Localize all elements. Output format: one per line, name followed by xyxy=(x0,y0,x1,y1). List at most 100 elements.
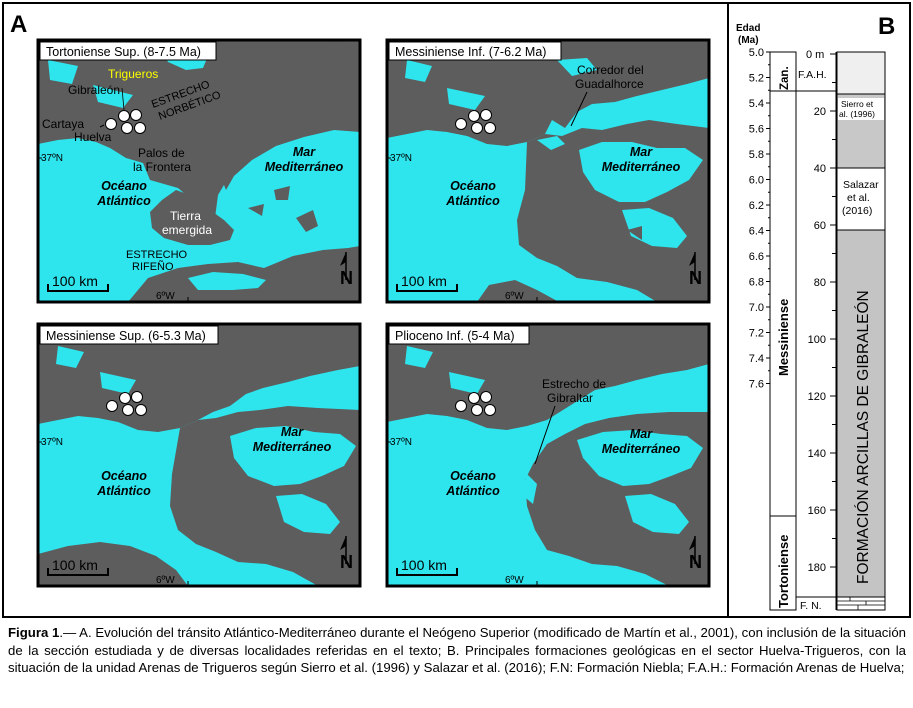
cartaya-label: Cartaya xyxy=(42,117,84,131)
age-tick-label: 6.2 xyxy=(749,200,764,212)
fn-label: F. N. xyxy=(800,600,822,612)
ocean-label-1: Océano xyxy=(450,179,496,193)
ocean-label-2: Atlántico xyxy=(445,484,500,498)
age-tick-label: 5.0 xyxy=(749,47,764,59)
sea-label-1: Mar xyxy=(293,145,316,159)
huelva-label: Huelva xyxy=(74,130,112,144)
north-label: N xyxy=(340,268,353,288)
ocean-label-2: Atlántico xyxy=(96,484,151,498)
map-messiniense-inf: Messiniense Inf. (7-6.2 Ma) Corredor del… xyxy=(385,38,711,304)
latitude-label: 37ºN xyxy=(41,437,63,448)
longitude-label: 6ºW xyxy=(156,291,175,302)
depth-tick-label: 140 xyxy=(808,448,826,460)
corredor-label-1: Corredor del xyxy=(577,63,644,77)
palos-label-2: la Frontera xyxy=(133,160,191,174)
age-tick-label: 6.8 xyxy=(749,277,764,289)
stage-tortoniense: Tortoniense xyxy=(776,535,791,608)
tierra-label-2: emergida xyxy=(162,223,212,237)
age-header-2: (Ma) xyxy=(738,35,759,46)
north-label: N xyxy=(340,552,353,572)
age-tick-label: 5.8 xyxy=(749,149,764,161)
map-tortoniense: Tortoniense Sup. (8-7.5 Ma) Trigueros Gi… xyxy=(36,38,362,304)
depth-tick-label: 0 m xyxy=(806,49,824,61)
map-messiniense-sup: Messiniense Sup. (6-5.3 Ma) xyxy=(36,322,362,588)
locality-markers xyxy=(455,391,496,416)
depth-tick-label: 80 xyxy=(814,277,826,289)
age-tick-label: 5.2 xyxy=(749,73,764,85)
depth-tick-label: 40 xyxy=(814,163,826,175)
sea-label-1: Mar xyxy=(630,427,653,441)
depth-tick-label: 60 xyxy=(814,220,826,232)
sea-label-2: Mediterráneo xyxy=(265,160,344,174)
north-label: N xyxy=(689,552,702,572)
latitude-label: 37ºN xyxy=(41,153,63,164)
sea-label-2: Mediterráneo xyxy=(253,440,332,454)
locality-markers xyxy=(105,109,146,134)
corredor-label-2: Guadalhorce xyxy=(575,77,644,91)
map-common-labels: OcéanoAtlánticoMarMediterráneo37ºN6ºW100… xyxy=(38,145,702,586)
salazar-label-3: (2016) xyxy=(842,205,872,217)
north-label: N xyxy=(689,268,702,288)
scale-label: 100 km xyxy=(52,273,98,289)
arcillas-label: FORMACIÓN ARCILLAS DE GIBRALEÓN xyxy=(855,290,872,584)
salazar-label-2: et al. xyxy=(847,192,870,204)
map-title: Tortoniense Sup. (8-7.5 Ma) xyxy=(46,45,201,59)
sea-label-2: Mediterráneo xyxy=(602,160,681,174)
longitude-label: 6ºW xyxy=(505,575,524,586)
tierra-label-1: Tierra xyxy=(170,209,201,223)
age-tick-label: 6.4 xyxy=(749,226,764,238)
depth-tick-label: 100 xyxy=(808,334,826,346)
age-tick-label: 7.0 xyxy=(749,302,764,314)
age-header-1: Edad xyxy=(736,23,760,34)
caption-label: Figura 1 xyxy=(8,625,60,640)
age-axis: 5.0 5.2 5.4 5.6 5.8 6.0 6.2 6.4 6.6 6.8 7.0 7.2 7.4 7… xyxy=(749,47,770,391)
latitude-label: 37ºN xyxy=(390,437,412,448)
scale-label: 100 km xyxy=(401,273,447,289)
ocean-label-1: Océano xyxy=(450,469,496,483)
scale-label: 100 km xyxy=(52,557,98,573)
age-tick-label: 7.6 xyxy=(749,379,764,391)
gibraleon-label: Gibraleón xyxy=(68,83,120,97)
north-arrow-icon: N xyxy=(340,536,353,572)
figure-caption: Figura 1.— A. Evolución del tránsito Atl… xyxy=(8,624,906,677)
longitude-label: 6ºW xyxy=(505,291,524,302)
age-tick-label: 7.2 xyxy=(749,328,764,340)
north-arrow-icon: N xyxy=(689,252,702,288)
map-title: Messiniense Inf. (7-6.2 Ma) xyxy=(395,45,546,59)
sea-label-1: Mar xyxy=(281,425,304,439)
ocean-label-2: Atlántico xyxy=(96,194,151,208)
sierro-label-2: al. (1996) xyxy=(839,109,875,119)
age-tick-label: 5.6 xyxy=(749,124,764,136)
stratigraphic-column: Edad (Ma) 5.0 5.2 5.4 5.6 5.8 6.0 6.2 6.4 6.6 6.8… xyxy=(736,23,886,612)
depth-axis: 0 m 20 40 60 80 100 120 140 160 180 xyxy=(806,49,836,574)
age-tick-label: 6.6 xyxy=(749,251,764,263)
sea-label-2: Mediterráneo xyxy=(602,442,681,456)
fah-label: F.A.H. xyxy=(798,69,827,81)
longitude-label: 6ºW xyxy=(156,575,175,586)
gibraltar-label-1: Estrecho de xyxy=(542,377,606,391)
age-tick-label: 6.0 xyxy=(749,175,764,187)
trigueros-label: Trigueros xyxy=(108,67,158,81)
salazar-label-1: Salazar xyxy=(843,179,879,191)
depth-tick-label: 180 xyxy=(808,562,826,574)
map-plioceno-inf: Plioceno Inf. (5-4 Ma) Estrecho de Gibra… xyxy=(385,322,711,588)
north-arrow-icon: N xyxy=(689,536,702,572)
palos-label-1: Palos de xyxy=(138,146,185,160)
figure-1: A B Tortoniense Sup. (8-7.5 Ma) Triguero… xyxy=(2,2,911,618)
map-title: Messiniense Sup. (6-5.3 Ma) xyxy=(46,329,206,343)
depth-tick-label: 20 xyxy=(814,106,826,118)
map-title: Plioceno Inf. (5-4 Ma) xyxy=(395,329,515,343)
scale-label: 100 km xyxy=(401,557,447,573)
stage-messiniense: Messiniense xyxy=(776,299,791,376)
ocean-label-1: Océano xyxy=(101,469,147,483)
north-arrow-icon: N xyxy=(340,252,353,288)
panel-a-letter: A xyxy=(10,11,27,38)
sea-label-1: Mar xyxy=(630,145,653,159)
latitude-label: 37ºN xyxy=(390,153,412,164)
panel-b-letter: B xyxy=(878,13,895,40)
ocean-label-1: Océano xyxy=(101,179,147,193)
age-tick-label: 7.4 xyxy=(749,353,764,365)
